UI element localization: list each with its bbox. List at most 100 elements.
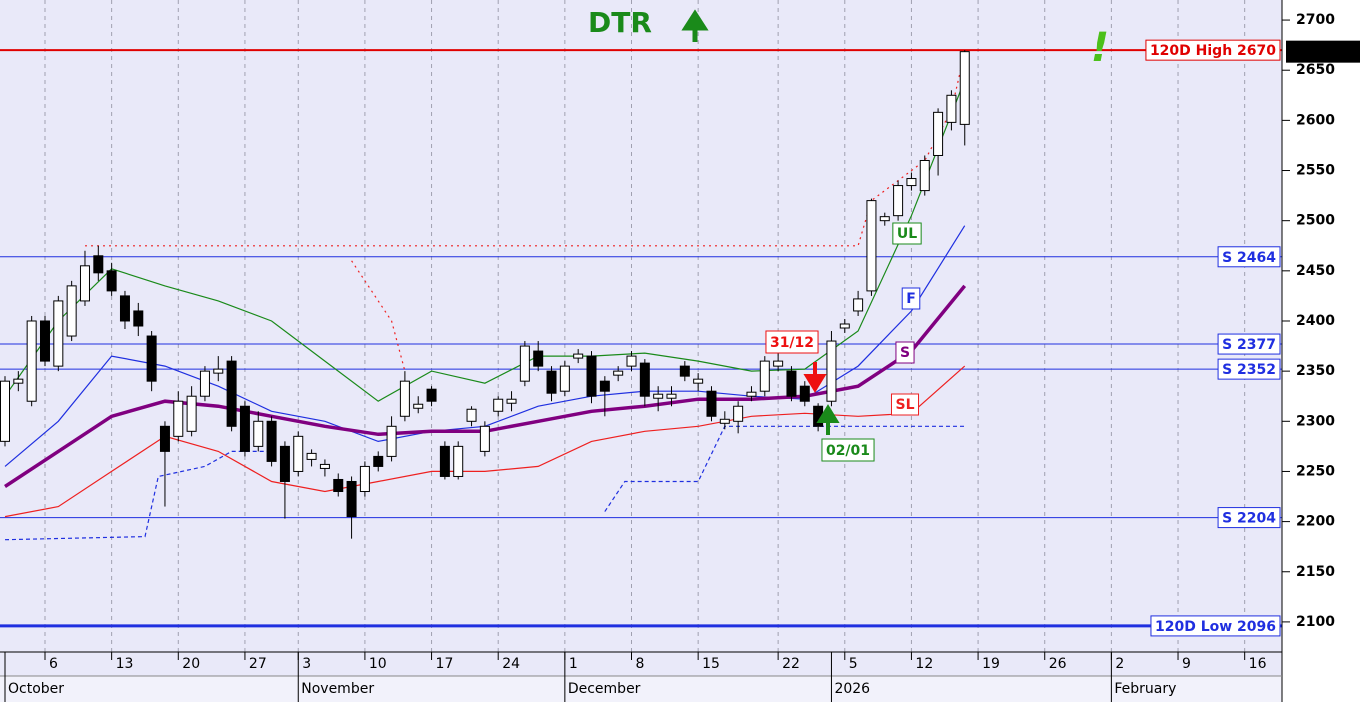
candle-body	[213, 368, 224, 374]
candle-body	[13, 378, 24, 384]
level-label-box	[1150, 615, 1281, 637]
x-tick-label: 15	[702, 656, 720, 672]
signal-box	[821, 438, 875, 462]
candle-body	[319, 463, 330, 469]
candle-body	[959, 51, 970, 125]
month-label: 2026	[834, 681, 870, 697]
level-label: S 2204	[1222, 511, 1276, 527]
candle-body	[839, 323, 850, 329]
candle-body	[506, 398, 517, 404]
candle-body	[706, 390, 717, 417]
candle-body	[133, 310, 144, 327]
candle-body	[946, 94, 957, 123]
levels: 120D High 2670 S 2464 S 2377 S 2352 S 2204 12…	[0, 39, 1282, 637]
candle-body	[586, 355, 597, 397]
price-tag-label: 2668.50	[1291, 45, 1355, 61]
candle-body	[519, 345, 530, 382]
line-label: UL	[897, 226, 917, 242]
candle-body	[66, 285, 77, 337]
x-tick-label: 22	[782, 656, 800, 672]
series-line	[4, 79, 966, 402]
candle-body	[826, 340, 837, 402]
x-tick-label: 10	[369, 656, 387, 672]
candle-body	[386, 425, 397, 457]
candle-body	[666, 393, 677, 399]
candle-body	[613, 370, 624, 376]
plot-area	[0, 0, 1282, 652]
level-label: S 2464	[1222, 250, 1276, 266]
candle-body	[159, 425, 170, 452]
candle-body	[346, 480, 357, 518]
x-tick-label: 9	[1182, 656, 1191, 672]
annotations: DTR ! UL F S SL 31/12 02/01	[588, 6, 1109, 462]
candle-body	[266, 420, 277, 462]
candle-body	[679, 365, 690, 377]
y-tick-label: 2450	[1296, 263, 1335, 279]
candle-body	[799, 385, 810, 402]
candle-body	[693, 378, 704, 384]
x-tick-label: 26	[1049, 656, 1067, 672]
month-label: November	[301, 681, 374, 697]
candle-body	[119, 295, 130, 322]
line-label-box	[892, 222, 922, 245]
x-tick-label: 24	[502, 656, 520, 672]
down-arrow	[803, 362, 827, 393]
y-tick-label: 2300	[1296, 413, 1335, 429]
candles	[0, 50, 970, 539]
line-label-box	[895, 341, 915, 364]
price-tag	[1286, 40, 1360, 63]
chart-title: DTR	[588, 6, 652, 39]
y-tick-label: 2700	[1296, 12, 1335, 28]
day-row	[0, 652, 1282, 676]
x-tick-label: 13	[116, 656, 134, 672]
candle-body	[453, 445, 464, 477]
y-tick-label: 2200	[1296, 514, 1335, 530]
axis-area	[1282, 0, 1360, 702]
x-tick-label: 2	[1115, 656, 1124, 672]
candle-body	[599, 380, 610, 392]
level-label-box	[1217, 333, 1281, 355]
y-tick-label: 2650	[1296, 62, 1335, 78]
level-label: 120D High 2670	[1150, 43, 1276, 59]
candle-body	[239, 405, 250, 452]
candle-body	[199, 370, 210, 397]
line-label-box	[901, 287, 921, 310]
y-tick-label: 2550	[1296, 163, 1335, 179]
y-tick-label: 2150	[1296, 564, 1335, 580]
x-tick-label: 1	[569, 656, 578, 672]
candle-body	[626, 355, 637, 367]
x-tick-label: 20	[182, 656, 200, 672]
candle-body	[493, 398, 504, 412]
y-tick-label: 2100	[1296, 614, 1335, 630]
candle-body	[26, 320, 37, 402]
x-tick-label: 5	[849, 656, 858, 672]
line-label: S	[900, 345, 910, 361]
level-label: 120D Low 2096	[1155, 619, 1276, 635]
level-label: S 2377	[1222, 337, 1276, 353]
signal-label: 31/12	[770, 335, 814, 351]
candle-body	[39, 320, 50, 362]
candle-body	[893, 185, 904, 217]
month-label: December	[568, 681, 641, 697]
alert-mark: !	[1091, 25, 1109, 71]
candle-body	[466, 408, 477, 422]
candle-body	[919, 159, 930, 192]
candle-body	[479, 425, 490, 452]
x-tick-label: 17	[436, 656, 454, 672]
candle-body	[53, 300, 64, 367]
candle-body	[333, 478, 344, 493]
candle-body	[399, 380, 410, 417]
candle-body	[719, 418, 730, 424]
candle-body	[546, 370, 557, 394]
candle-body	[866, 200, 877, 292]
y-tick-label: 2350	[1296, 363, 1335, 379]
candle-body	[186, 395, 197, 432]
candle-body	[279, 445, 290, 482]
x-tick-label: 6	[49, 656, 58, 672]
level-label: S 2352	[1222, 362, 1276, 378]
signal-box	[765, 330, 819, 354]
candle-body	[773, 360, 784, 367]
candle-body	[359, 465, 370, 493]
candle-body	[639, 362, 650, 397]
candle-body	[253, 420, 264, 447]
